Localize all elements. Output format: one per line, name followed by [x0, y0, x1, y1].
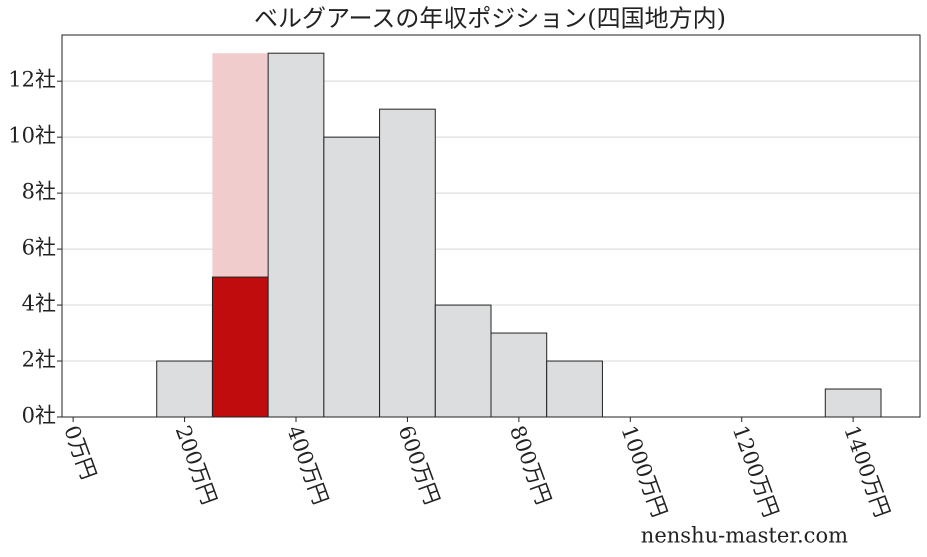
- x-tick-label: 600万円: [394, 422, 445, 507]
- watermark: nenshu-master.com: [641, 524, 848, 548]
- y-tick-label: 4社: [22, 292, 56, 316]
- x-tick-label: 1400万円: [839, 422, 894, 520]
- bar: [434, 304, 492, 418]
- bar: [546, 360, 603, 418]
- x-tick-label: 800万円: [505, 422, 556, 507]
- x-tick-label: 200万円: [171, 422, 222, 507]
- chart-title: ベルグアースの年収ポジション(四国地方内): [254, 5, 726, 33]
- y-tick-label: 12社: [8, 68, 56, 92]
- y-tick-label: 10社: [8, 124, 56, 148]
- x-tick-label: 1000万円: [616, 422, 671, 520]
- bar: [379, 108, 436, 418]
- y-tick-label: 2社: [22, 348, 56, 372]
- plot-frame: [61, 34, 921, 418]
- bar: [490, 332, 548, 418]
- x-tick-label: 0万円: [59, 422, 100, 482]
- y-tick-label: 8社: [22, 180, 56, 204]
- bar: [211, 276, 269, 418]
- x-tick-label: 1200万円: [728, 422, 783, 520]
- bar: [323, 136, 381, 418]
- bar: [156, 360, 213, 418]
- y-tick-label: 6社: [22, 236, 56, 260]
- y-tick-label: 0社: [22, 404, 56, 428]
- bar: [267, 52, 325, 418]
- x-tick-label: 400万円: [282, 422, 333, 507]
- bar: [824, 388, 882, 418]
